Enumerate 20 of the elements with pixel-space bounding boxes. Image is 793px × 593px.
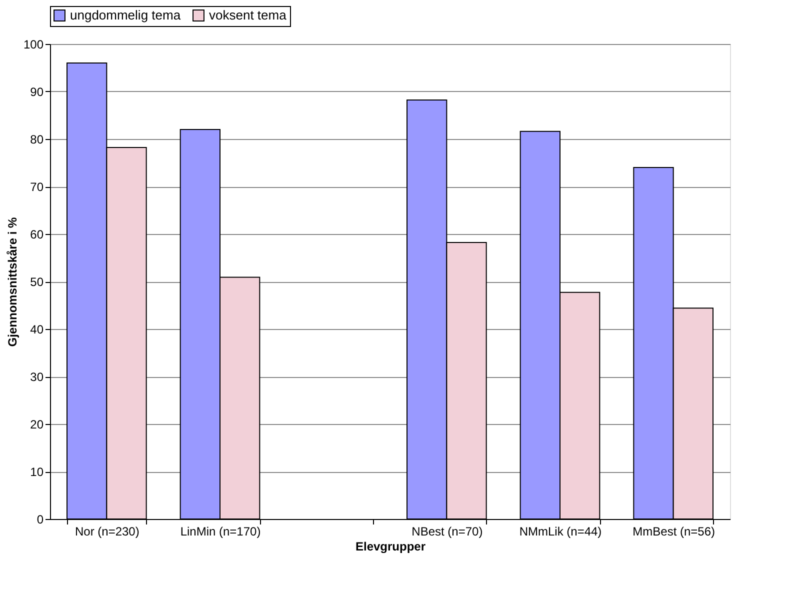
y-tick-label: 70 <box>30 180 44 194</box>
y-tick-label: 0 <box>36 512 44 526</box>
y-tick-label: 20 <box>30 418 44 432</box>
y-tick-label: 40 <box>30 322 44 336</box>
legend-label: ungdommelig tema <box>70 8 182 23</box>
x-tick-label: LinMin (n=170) <box>180 524 261 538</box>
y-axis-title: Gjennomsnittskåre i % <box>5 216 20 347</box>
y-tick-label: 50 <box>30 275 44 289</box>
y-tick-label: 80 <box>30 132 44 146</box>
y-tick-label: 60 <box>30 228 44 242</box>
y-tick-label: 100 <box>23 38 44 52</box>
x-tick-label: Nor (n=230) <box>74 524 140 538</box>
y-tick-label: 30 <box>30 370 44 384</box>
x-tick-label: NBest (n=70) <box>412 524 483 538</box>
x-tick-label: NMmLik (n=44) <box>519 524 602 538</box>
y-tick-label: 90 <box>30 85 44 99</box>
x-tick-label: MmBest (n=56) <box>632 524 716 538</box>
x-axis-title: Elevgrupper <box>355 540 426 554</box>
legend-label: voksent tema <box>209 8 288 23</box>
y-tick-label: 10 <box>30 465 44 479</box>
